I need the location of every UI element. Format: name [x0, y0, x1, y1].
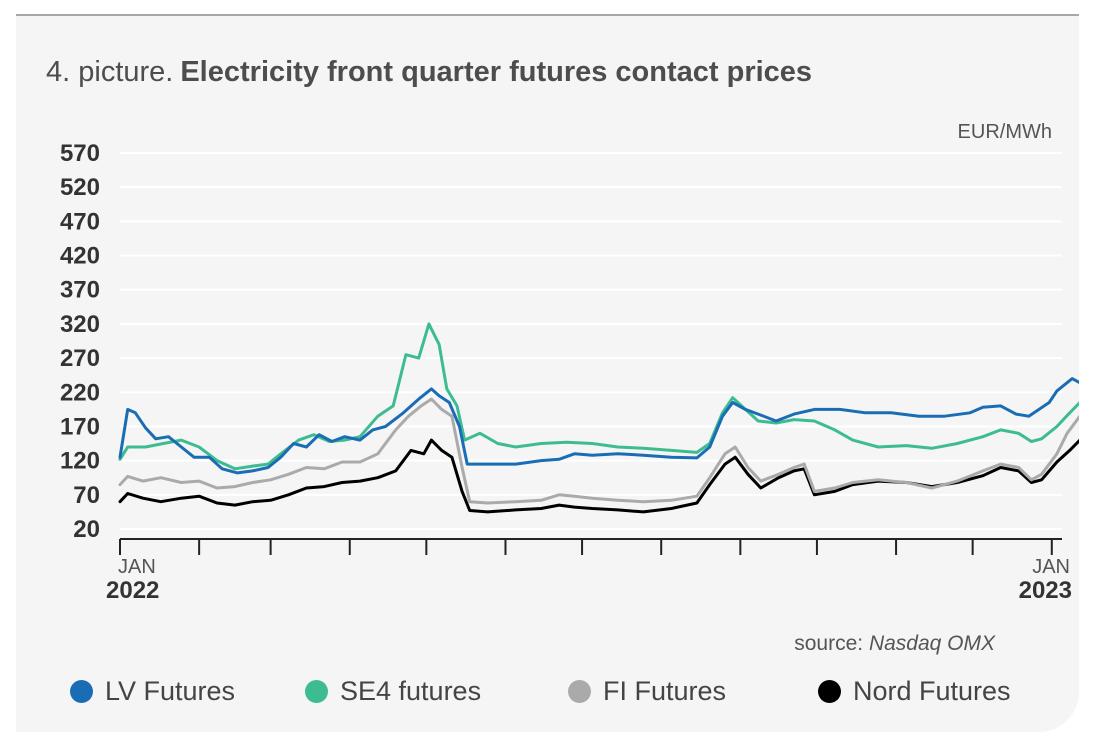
y-tick-label: 570	[60, 140, 100, 167]
x-tick-year: 2022	[106, 577, 159, 604]
legend-label: SE4 futures	[340, 676, 482, 706]
chart-title-prefix: 4. picture.	[46, 56, 174, 88]
x-tick-year: 2023	[1019, 577, 1072, 604]
series-line-lv-futures	[118, 377, 1079, 475]
legend-swatch	[305, 680, 328, 703]
legend-label: FI Futures	[603, 676, 727, 706]
chart-title: 4. picture. Electricity front quarter fut…	[46, 56, 812, 89]
y-tick-label: 220	[60, 379, 100, 406]
source-name: Nasdaq OMX	[868, 632, 995, 655]
y-tick-label: 270	[60, 345, 100, 372]
legend-swatch	[70, 680, 93, 703]
grid-lines	[120, 152, 1062, 530]
legend-item: SE4 futures	[305, 676, 481, 707]
unit-label: EUR/MWh	[958, 121, 1052, 143]
legend-label: LV Futures	[105, 676, 236, 706]
legend-swatch	[818, 680, 841, 703]
y-tick-label: 20	[73, 516, 100, 543]
y-tick-label: 520	[60, 174, 100, 201]
legend-item: LV Futures	[70, 676, 235, 707]
series-line-nord-futures	[118, 438, 1079, 514]
x-tick-month: JAN	[1032, 556, 1070, 578]
series-line-se4-futures	[118, 322, 1079, 471]
y-tick-label: 120	[60, 448, 100, 475]
y-tick-label: 470	[60, 208, 100, 235]
legend-item: FI Futures	[568, 676, 726, 707]
y-tick-label: 170	[60, 413, 100, 440]
chart-card: 4. picture. Electricity front quarter fut…	[16, 14, 1079, 732]
series-line-fi-futures	[118, 397, 1079, 505]
series-lines	[118, 322, 1079, 514]
legend-item: Nord Futures	[818, 676, 1011, 707]
y-tick-label: 420	[60, 243, 100, 270]
legend: LV Futures SE4 futures FI Futures Nord Futu…	[70, 676, 1070, 712]
y-axis-ticks: 570 520 470 420 370 320 270 220 170 120 70 20	[60, 140, 100, 543]
y-tick-label: 70	[73, 482, 100, 509]
chart-title-main: Electricity front quarter futures contac…	[180, 56, 813, 88]
legend-label: Nord Futures	[853, 676, 1011, 706]
y-tick-label: 320	[60, 311, 100, 338]
legend-swatch	[568, 680, 591, 703]
source-note: source: Nasdaq OMX	[794, 632, 995, 656]
y-tick-label: 370	[60, 277, 100, 304]
source-prefix: source:	[794, 632, 864, 655]
x-tick-month: JAN	[118, 556, 156, 578]
